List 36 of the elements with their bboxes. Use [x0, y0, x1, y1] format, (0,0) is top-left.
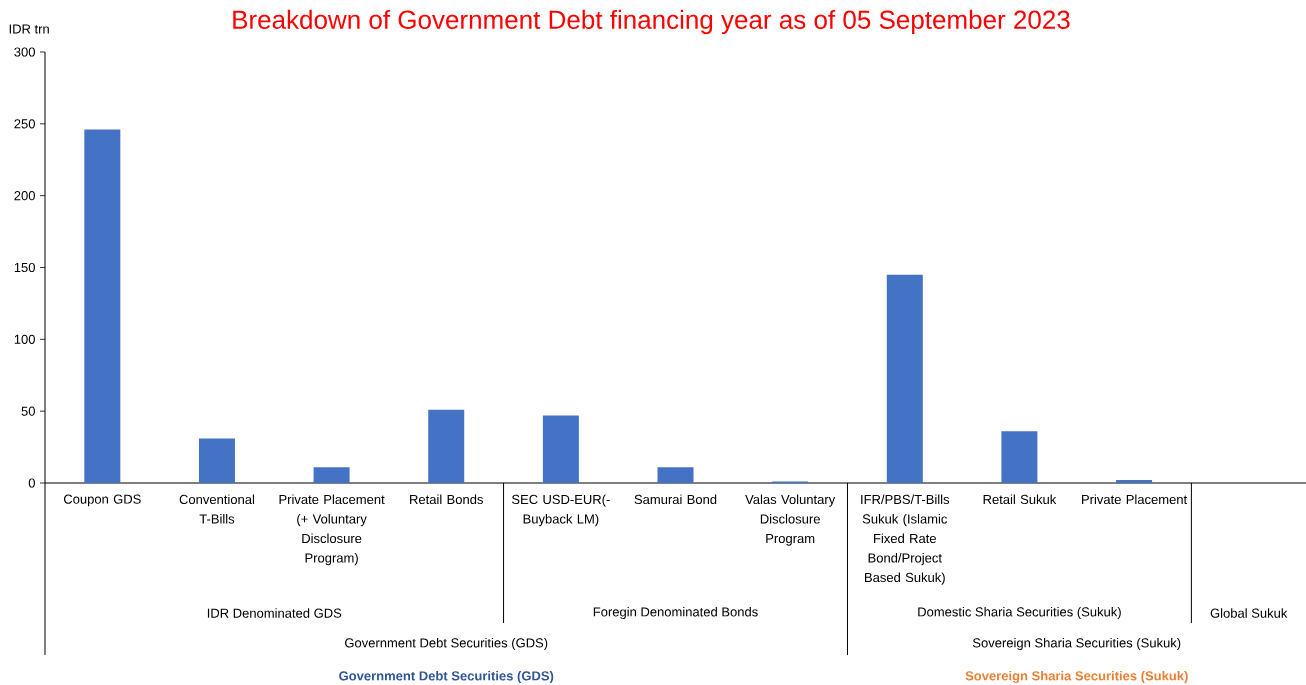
bar — [84, 129, 121, 483]
y-tick-label: 300 — [14, 47, 35, 57]
text: Government Debt Securities (GDS) — [339, 670, 554, 684]
x-tick-label: Private Placement — [1082, 494, 1188, 505]
bar — [657, 467, 694, 483]
text: Government Debt Securities (GDS) — [345, 637, 548, 651]
y-tick-label: 0 — [28, 478, 35, 488]
x-tick-label: Coupon GDS — [63, 494, 141, 507]
x-tick-label: Private Placement (+ Voluntary Disclosure Program) — [279, 494, 385, 566]
x-tick-label: Conventional T-Bills — [179, 494, 255, 524]
text: Global Sukuk — [1210, 608, 1288, 618]
y-tick-label: 100 — [14, 334, 35, 344]
x-tick-label: Valas Voluntary Disclosure Program — [745, 494, 836, 546]
x-tick-label: IFR/PBS/T-Bills Sukuk (Islamic Fixed Rate Bond/Project Based Sukuk) — [861, 494, 950, 585]
bar — [1116, 480, 1153, 483]
x-tick-label: Retail Sukuk — [983, 494, 1057, 505]
y-tick-label: 50 — [21, 406, 35, 416]
text: IDR Denominated GDS — [207, 608, 342, 618]
bar — [1001, 431, 1038, 483]
bar — [886, 274, 923, 483]
bar — [542, 415, 579, 483]
x-tick-label: SEC USD-EUR(-Buyback LM) — [511, 494, 610, 527]
text: Foregin Denominated Bonds — [593, 606, 758, 620]
y-axis-title: IDR trn — [9, 24, 49, 34]
chart-title: Breakdown of Government Debt financing year as of 05 September 2023 — [233, 9, 1070, 35]
y-tick-label: 150 — [14, 262, 35, 273]
x-tick-label: Samurai Bond — [634, 494, 717, 505]
y-tick-label: 250 — [14, 119, 35, 129]
y-tick-label: 200 — [14, 191, 35, 201]
text: Sovereign Sharia Securities (Sukuk) — [972, 637, 1181, 651]
bar — [313, 467, 350, 483]
text: Domestic Sharia Securities (Sukuk) — [918, 606, 1121, 620]
bar — [428, 409, 465, 483]
x-tick-label: Retail Bonds — [410, 494, 483, 505]
bar — [198, 438, 235, 483]
text: Sovereign Sharia Securities (Sukuk) — [965, 670, 1188, 684]
